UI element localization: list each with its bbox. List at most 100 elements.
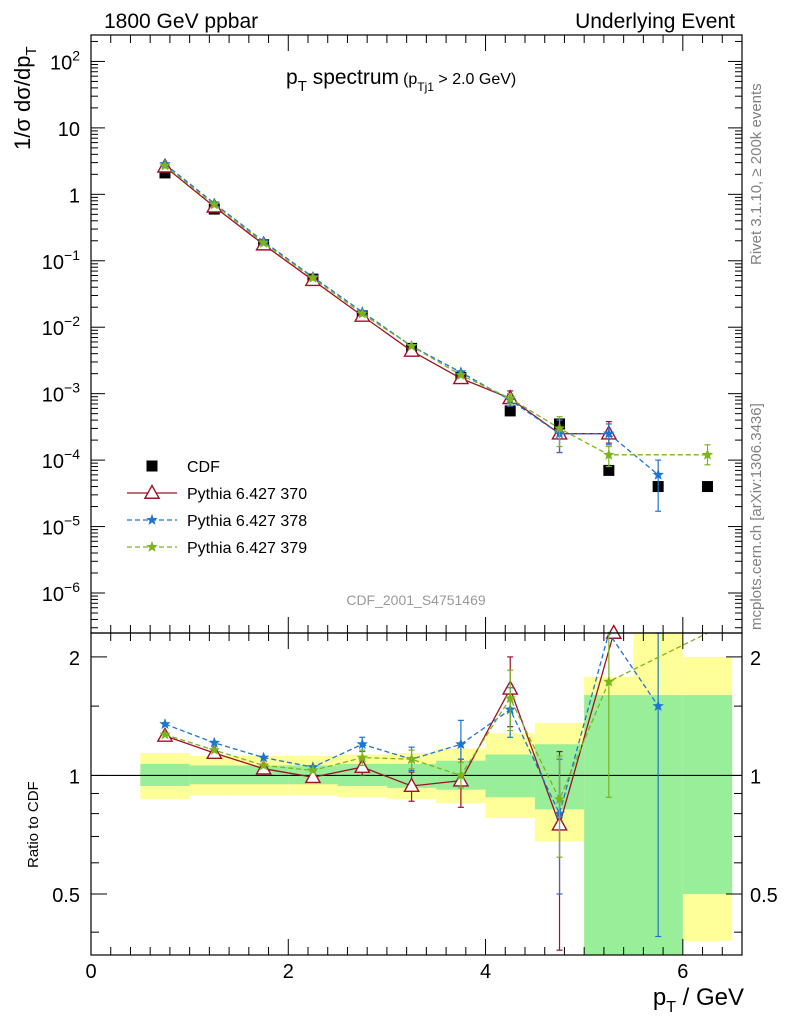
ratio-series-group	[156, 624, 708, 951]
main-ytick-label-base-0: 10	[50, 52, 72, 74]
x-tick-label-0: 0	[85, 961, 96, 983]
chart-title: pT spectrum (pTj1 > 2.0 GeV)	[286, 66, 516, 95]
main-ytick-label-exp-4: −2	[64, 313, 80, 329]
main-series-3-point-5	[405, 340, 418, 351]
main-series-2-point-10	[652, 468, 664, 480]
ratio-series-2-point-6	[455, 769, 467, 781]
main-ytick-label-exp-5: −3	[64, 380, 80, 396]
ratio-ytick-label-r-2: 2	[750, 648, 761, 670]
legend-marker-1	[143, 484, 161, 499]
main-ytick-label-0: 102	[50, 47, 80, 74]
ratio-ytick-label-r-1: 1	[750, 766, 761, 788]
x-axis-label: pT / GeV	[653, 984, 744, 1016]
ratio-series-2-point-2	[257, 759, 270, 771]
main-series-0-point-9	[603, 464, 615, 476]
main-ytick-label-5: 10−3	[42, 380, 80, 407]
ratio-series-0-point-5	[403, 777, 420, 792]
main-series-3-point-8	[553, 422, 566, 434]
ratio-series-1-point-2	[257, 751, 270, 763]
header-left: 1800 GeV ppbar	[104, 10, 258, 33]
main-series-3-point-7	[504, 392, 516, 404]
main-ytick-label-2: 1	[69, 185, 80, 207]
ratio-series-2-point-0	[159, 728, 171, 740]
main-ytick-label-1: 10	[58, 119, 80, 141]
main-series-group	[156, 157, 714, 512]
main-ytick-label-7: 10−5	[42, 513, 80, 540]
main-ytick-label-exp-3: −1	[64, 247, 80, 263]
legend-label-3: Pythia 6.427 379	[187, 540, 307, 557]
x-tick-label-3: 6	[677, 961, 688, 983]
ratio-series-1-point-1	[208, 736, 220, 748]
legend: CDF Pythia 6.427 370 Pythia 6.427 378 Pythi…	[127, 459, 307, 557]
main-y-axis-label: 1/σ dσ/dpT	[10, 46, 40, 150]
main-ytick-label-base-8: 10	[42, 584, 64, 606]
main-ytick-label-base-1: 10	[58, 119, 80, 141]
main-ytick-label-exp-6: −4	[64, 446, 80, 462]
legend-marker-0	[146, 460, 158, 472]
main-series-0-point-11	[701, 481, 713, 493]
legend-label-2: Pythia 6.427 378	[187, 513, 307, 530]
ratio-series-2-point-5	[405, 753, 418, 764]
ratio-ytick-label-r-0: 0.5	[750, 885, 778, 907]
main-ytick-label-base-2: 1	[69, 185, 80, 207]
ratio-series-2-point-1	[208, 744, 220, 755]
ratio-series-1-point-0	[159, 718, 171, 729]
main-series-0-point-0	[159, 167, 171, 179]
ratio-series-2-point-3	[307, 764, 319, 776]
main-series-3-point-0	[159, 159, 171, 171]
ratio-series-0-point-3	[304, 768, 322, 784]
main-series-0-point-7	[504, 405, 516, 417]
legend-marker-3	[146, 541, 158, 552]
main-series-2-point-9	[603, 427, 615, 439]
ratio-series-1-point-4	[356, 738, 368, 750]
main-ytick-label-8: 10−6	[42, 579, 80, 606]
ratio-y-axis-label: Ratio to CDF	[25, 781, 42, 868]
main-ytick-label-exp-0: 2	[72, 47, 80, 63]
ratio-series-2-point-7	[504, 692, 516, 704]
main-ytick-label-exp-7: −5	[64, 513, 80, 529]
main-ytick-label-base-4: 10	[42, 318, 64, 340]
main-ytick-label-exp-8: −6	[64, 579, 80, 595]
main-series-3-line	[164, 165, 708, 456]
main-ytick-label-6: 10−4	[42, 446, 80, 473]
ratio-series-2-point-8	[553, 793, 566, 805]
main-series-2-line	[164, 163, 659, 476]
ratio-series-1-point-6	[455, 738, 467, 750]
ratio-series-2-point-4	[356, 751, 368, 763]
main-ytick-label-base-7: 10	[42, 518, 64, 540]
main-series-3-point-4	[356, 307, 368, 319]
ratio-series-0-line	[164, 632, 615, 827]
side-label-top: Rivet 3.1.10, ≥ 200k events	[748, 83, 765, 265]
x-tick-label-1: 2	[283, 961, 294, 983]
main-series-3-point-6	[455, 369, 467, 380]
main-series-3-point-3	[307, 272, 319, 283]
ratio-ytick-label-1: 1	[69, 766, 80, 788]
legend-label-1: Pythia 6.427 370	[187, 486, 307, 503]
ratio-series-2-point-9	[603, 675, 615, 687]
main-series-3-point-1	[208, 198, 220, 210]
side-label-bottom: mcplots.cern.ch [arXiv:1306.3436]	[748, 403, 765, 630]
ratio-frame	[90, 632, 743, 956]
main-series-1-line	[164, 166, 609, 435]
ratio-series-1-point-10	[652, 700, 664, 711]
legend-label-0: CDF	[187, 459, 220, 476]
main-series-3-point-9	[603, 448, 615, 460]
main-series-3-point-2	[257, 237, 270, 248]
main-ytick-label-base-3: 10	[42, 252, 64, 274]
main-ytick-label-base-5: 10	[42, 385, 64, 407]
ratio-ytick-label-0: 0.5	[52, 885, 80, 907]
legend-marker-2	[146, 514, 158, 525]
main-series-3-point-10	[701, 448, 714, 460]
band-green-11	[682, 695, 733, 894]
ratio-uncertainty-bands	[140, 633, 733, 955]
main-ytick-label-4: 10−2	[42, 313, 80, 340]
main-ytick-label-3: 10−1	[42, 247, 80, 274]
x-tick-label-2: 4	[480, 961, 491, 983]
analysis-id: CDF_2001_S4751469	[346, 592, 486, 608]
ratio-ytick-label-2: 2	[69, 648, 80, 670]
main-series-1-point-5	[403, 341, 420, 357]
header-right: Underlying Event	[575, 10, 735, 33]
main-ytick-label-base-6: 10	[42, 451, 64, 473]
